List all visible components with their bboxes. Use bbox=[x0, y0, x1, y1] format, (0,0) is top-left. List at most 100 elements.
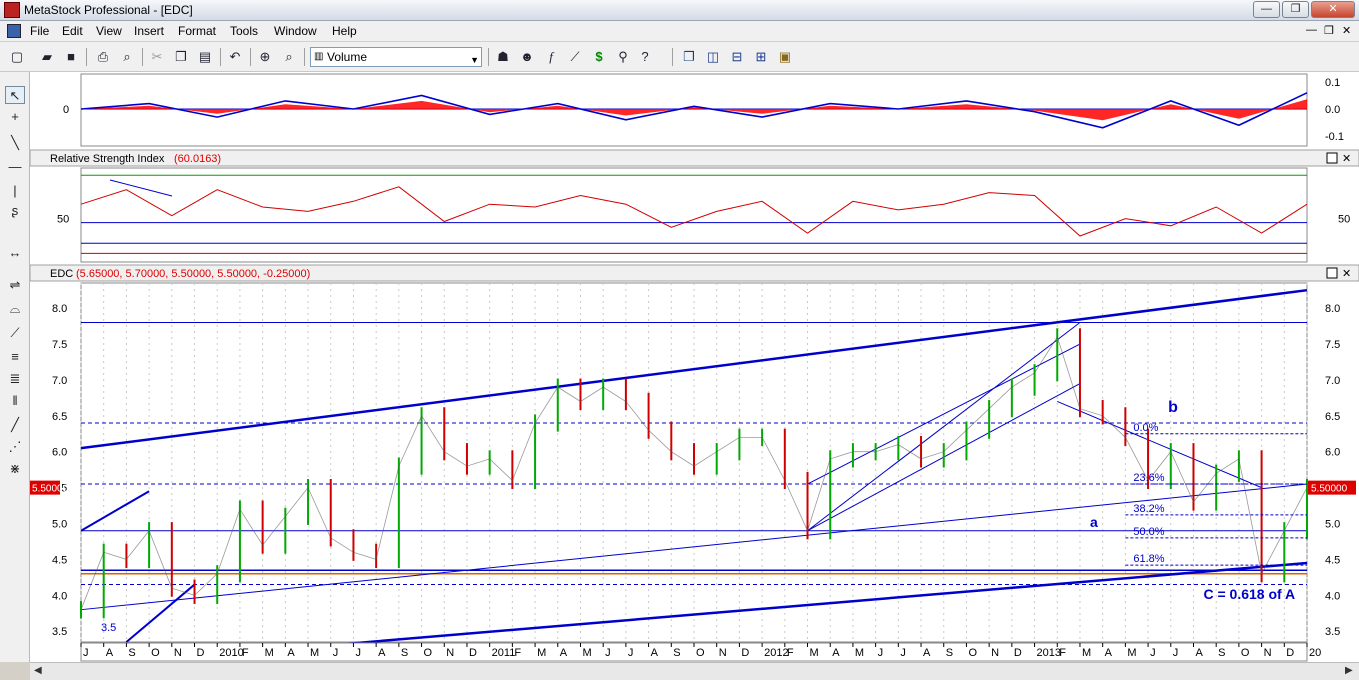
print-preview-icon[interactable]: ⌕ bbox=[123, 49, 131, 64]
system-tester-icon[interactable]: ⟋ bbox=[570, 49, 580, 64]
copy-icon[interactable]: ❐ bbox=[175, 49, 187, 64]
x-tick-label: S bbox=[946, 647, 953, 659]
x-tick-label: N bbox=[446, 647, 454, 659]
x-tick-label: M bbox=[1127, 647, 1136, 659]
zoom-icon[interactable]: ⌕ bbox=[285, 49, 293, 64]
last-price-marker bbox=[30, 480, 60, 495]
menu-tools[interactable]: Tools bbox=[230, 24, 259, 38]
menu-window[interactable]: Window bbox=[274, 24, 317, 38]
x-tick-label: 2011 bbox=[492, 647, 516, 659]
rsi-close-icon[interactable]: ✕ bbox=[1342, 153, 1351, 165]
price-tick-label: 4.5 bbox=[52, 554, 67, 566]
mdi-minimize-icon[interactable]: — bbox=[1306, 24, 1317, 36]
x-tick-label: N bbox=[174, 647, 182, 659]
undo-icon[interactable]: ↶ bbox=[229, 49, 241, 64]
x-tick-label: M bbox=[1082, 647, 1091, 659]
formula-icon[interactable]: f bbox=[549, 49, 553, 64]
x-tick-label: M bbox=[582, 647, 591, 659]
rsi-title-value: (60.0163) bbox=[174, 153, 221, 165]
menu-help[interactable]: Help bbox=[332, 24, 357, 38]
price-close-icon[interactable]: ✕ bbox=[1342, 268, 1351, 280]
crosshair-tool-icon[interactable]: + bbox=[11, 109, 19, 124]
x-tick-label: D bbox=[469, 647, 477, 659]
price-tick-label: 4.5 bbox=[1325, 554, 1340, 566]
x-tick-label: D bbox=[197, 647, 205, 659]
rsi-maximize-icon[interactable] bbox=[1326, 152, 1338, 164]
mdi-close-icon[interactable]: ✕ bbox=[1342, 25, 1352, 37]
rsi-title-label: Relative Strength Index bbox=[50, 153, 165, 165]
rsi-tick-label: 50 bbox=[57, 214, 69, 226]
oscillator-tick-label: 0 bbox=[63, 104, 69, 116]
app-icon bbox=[4, 2, 20, 18]
price-tick-label: 7.0 bbox=[52, 375, 67, 387]
fibonacci-arcs-icon[interactable]: ⌓ bbox=[9, 301, 21, 316]
menu-file[interactable]: File bbox=[30, 24, 50, 38]
vertical-line-icon[interactable]: | bbox=[13, 183, 17, 198]
paste-icon[interactable]: ▤ bbox=[198, 49, 212, 64]
expert-advisor-icon[interactable]: ☻ bbox=[520, 49, 534, 64]
channel-tool-icon[interactable]: ⇌ bbox=[9, 277, 21, 292]
text-tool-icon[interactable]: ʂ bbox=[11, 203, 19, 218]
fib-label: 61.8% bbox=[1133, 553, 1164, 565]
scroll-arrows-icon[interactable]: ↔ bbox=[8, 245, 22, 260]
title-bar: MetaStock Professional - [EDC] — ❐ ✕ bbox=[0, 0, 1359, 21]
x-tick-label: 2010 bbox=[219, 647, 243, 659]
pointer-icon[interactable]: ↖ bbox=[5, 86, 25, 104]
dollar-icon[interactable]: $ bbox=[595, 49, 603, 64]
regression-icon[interactable]: ≣ bbox=[9, 371, 21, 386]
trendline-tool-icon[interactable]: ╲ bbox=[11, 135, 19, 150]
close-button[interactable]: ✕ bbox=[1311, 1, 1355, 18]
document-icon[interactable] bbox=[7, 24, 21, 38]
print-icon[interactable]: ⎙ bbox=[97, 49, 109, 64]
tile-vertical-icon[interactable]: ◫ bbox=[706, 49, 720, 64]
chart-canvas[interactable]: 0.1 0.0 -0.1 0 50 50 8.0 8.0 7.5 7.5 7.0 7.0 6.5 6.… bbox=[30, 72, 1359, 662]
rsi-frame bbox=[80, 167, 1308, 263]
save-icon[interactable]: ■ bbox=[67, 49, 75, 64]
restore-button[interactable]: ❐ bbox=[1282, 1, 1309, 18]
x-tick-label: O bbox=[424, 647, 433, 659]
scroll-right-icon[interactable]: ▶ bbox=[1345, 665, 1353, 676]
oscillator-tick-label: 0.1 bbox=[1325, 77, 1340, 89]
menu-edit[interactable]: Edit bbox=[62, 24, 83, 38]
x-tick-label: M bbox=[810, 647, 819, 659]
layout-icon[interactable]: ▣ bbox=[778, 49, 792, 64]
price-panel: 8.08.07.57.57.07.06.56.56.06.05.55.55.05… bbox=[30, 282, 1356, 655]
horizontal-scrollbar[interactable]: ◀ ▶ bbox=[30, 662, 1359, 680]
x-tick-label: J bbox=[900, 647, 906, 659]
new-icon[interactable]: ▢ bbox=[10, 49, 24, 64]
fibonacci-fan-icon[interactable]: ⟋ bbox=[10, 325, 20, 340]
cascade-icon[interactable]: ❐ bbox=[683, 49, 695, 64]
mdi-restore-icon[interactable]: ❐ bbox=[1324, 25, 1334, 37]
indicator-select[interactable]: ▥ Volume ▼ bbox=[310, 47, 482, 67]
tile-grid-icon[interactable]: ⊞ bbox=[755, 49, 767, 64]
line-tool-icon[interactable]: ╱ bbox=[11, 417, 19, 432]
fibonacci-retracement-icon[interactable]: ≡ bbox=[11, 349, 19, 364]
x-tick-label: J bbox=[628, 647, 634, 659]
tile-horizontal-icon[interactable]: ⊟ bbox=[731, 49, 743, 64]
minimize-button[interactable]: — bbox=[1253, 1, 1280, 18]
price-maximize-icon[interactable] bbox=[1326, 267, 1338, 279]
speed-lines-icon[interactable]: ⋰ bbox=[8, 439, 22, 454]
crosshair-icon[interactable]: ⊕ bbox=[259, 49, 271, 64]
x-tick-label: A bbox=[1195, 647, 1203, 659]
fib-label: 23.6% bbox=[1133, 472, 1164, 484]
x-tick-label: J bbox=[1173, 647, 1179, 659]
menu-format[interactable]: Format bbox=[178, 24, 217, 38]
menu-view[interactable]: View bbox=[96, 24, 122, 38]
x-tick-label: A bbox=[560, 647, 568, 659]
horizontal-line-icon[interactable]: — bbox=[8, 159, 22, 174]
x-tick-label: O bbox=[1241, 647, 1250, 659]
cycle-lines-icon[interactable]: ‖ bbox=[12, 393, 18, 408]
cut-icon[interactable]: ✂ bbox=[151, 49, 163, 64]
binoculars-icon[interactable]: ⚲ bbox=[618, 49, 628, 64]
open-folder-icon[interactable]: ▰ bbox=[42, 49, 52, 64]
chart-window[interactable]: 0.1 0.0 -0.1 0 50 50 8.0 8.0 7.5 7.5 7.0 7.0 6.5 6.… bbox=[30, 72, 1359, 662]
rsi-panel: 50 50 bbox=[57, 167, 1350, 263]
scroll-left-icon[interactable]: ◀ bbox=[34, 665, 42, 676]
explorer-icon[interactable]: ☗ bbox=[497, 49, 509, 64]
price-tick-label: 6.5 bbox=[52, 411, 67, 423]
menu-insert[interactable]: Insert bbox=[134, 24, 165, 38]
gann-fan-icon[interactable]: ⋇ bbox=[9, 461, 21, 476]
x-tick-label: D bbox=[741, 647, 749, 659]
help-icon[interactable]: ? bbox=[641, 49, 649, 64]
